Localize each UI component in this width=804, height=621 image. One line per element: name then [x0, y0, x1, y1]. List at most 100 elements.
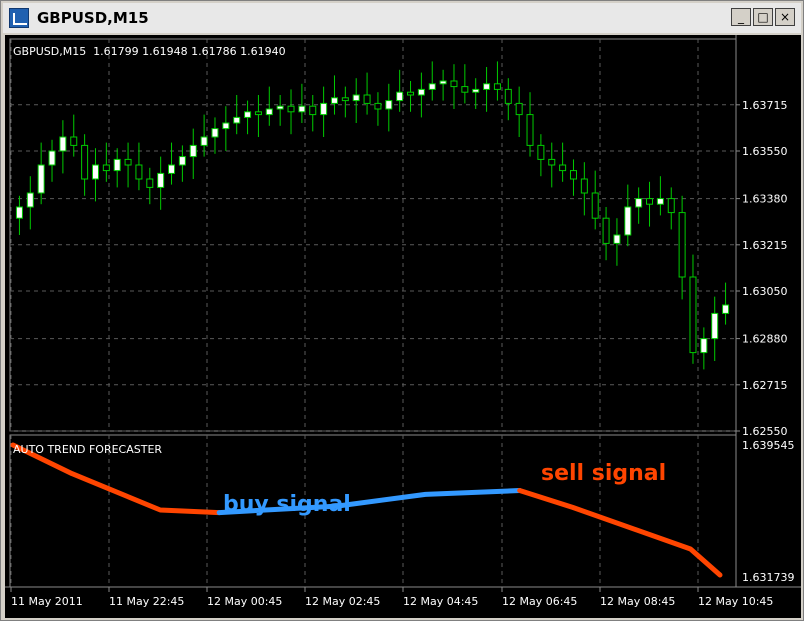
candle-body — [559, 164, 567, 172]
candle-body — [407, 91, 415, 96]
candle-body — [678, 212, 686, 278]
candle-body — [537, 144, 545, 160]
candle-body — [233, 116, 241, 124]
indicator-tick-label: 1.631739 — [742, 571, 795, 584]
chart-canvas[interactable]: 1.63715 1.63550 1.63380 1.63215 1.63050 1.628… — [5, 35, 801, 618]
candle-body — [472, 88, 480, 93]
candle-body — [580, 178, 588, 194]
candle-body — [602, 217, 610, 244]
candle-body — [396, 91, 404, 102]
candle-body — [689, 276, 697, 354]
candle-body — [330, 97, 338, 104]
time-tick-label: 12 May 06:45 — [502, 595, 577, 608]
candle-body — [254, 111, 262, 116]
candle-body — [48, 150, 56, 166]
sell-signal-label: sell signal — [541, 461, 666, 486]
candle-body — [59, 136, 67, 152]
candle-body — [15, 206, 23, 219]
candle-body — [222, 122, 230, 130]
window-titlebar[interactable]: GBPUSD,M15 _ □ × — [3, 3, 801, 33]
candle-body — [70, 136, 78, 146]
candle-body — [646, 198, 654, 205]
time-tick-label: 12 May 04:45 — [403, 595, 478, 608]
buy-signal-label: buy signal — [223, 492, 351, 517]
price-tick-label: 1.62880 — [742, 333, 788, 346]
forecaster-line-buy — [216, 488, 523, 516]
candle-body — [124, 158, 132, 166]
candle-body — [26, 192, 34, 208]
time-tick-label: 12 May 00:45 — [207, 595, 282, 608]
candle-body — [613, 234, 621, 244]
candle-body — [102, 164, 110, 172]
candle-body — [635, 198, 643, 208]
candle-body — [91, 164, 99, 180]
time-tick-label: 11 May 2011 — [11, 595, 83, 608]
candle-body — [352, 94, 360, 102]
candle-body — [374, 102, 382, 110]
candle-body — [37, 164, 45, 194]
price-tick-label: 1.63380 — [742, 193, 788, 206]
indicator-tick-label: 1.639545 — [742, 439, 795, 452]
chart-window-icon — [9, 8, 29, 28]
candle-body — [722, 304, 730, 314]
candle-body — [298, 105, 306, 113]
time-tick-label: 11 May 22:45 — [109, 595, 184, 608]
candle-body — [569, 170, 577, 180]
candle-body — [385, 100, 393, 110]
window-title: GBPUSD,M15 — [37, 9, 149, 27]
candle-body — [711, 312, 719, 340]
candle-body — [157, 172, 165, 188]
candle-body — [526, 114, 534, 146]
candle-body — [548, 158, 556, 166]
candle-body — [667, 198, 675, 214]
candle-body — [341, 97, 349, 102]
time-tick-label: 12 May 10:45 — [698, 595, 773, 608]
candle-body — [450, 80, 458, 88]
chart-area[interactable]: 1.63715 1.63550 1.63380 1.63215 1.63050 1.628… — [5, 35, 801, 618]
candle-body — [363, 94, 371, 104]
candle-body — [700, 338, 708, 354]
candle-body — [113, 158, 121, 172]
maximize-button[interactable]: □ — [753, 8, 773, 26]
forecaster-line-sell — [517, 488, 723, 578]
candle-body — [178, 156, 186, 166]
candle-body — [624, 206, 632, 236]
candle-body — [504, 88, 512, 104]
candle-body — [81, 144, 89, 180]
candle-body — [265, 108, 273, 116]
chart-header: GBPUSD,M15 1.61799 1.61948 1.61786 1.619… — [13, 45, 286, 58]
price-tick-label: 1.63715 — [742, 99, 788, 112]
price-tick-label: 1.63550 — [742, 145, 788, 158]
candle-body — [135, 164, 143, 180]
indicator-header: AUTO TREND FORECASTER — [13, 443, 163, 456]
time-tick-label: 12 May 02:45 — [305, 595, 380, 608]
close-button[interactable]: × — [775, 8, 795, 26]
candle-body — [428, 83, 436, 90]
candle-body — [320, 102, 328, 116]
candle-body — [276, 105, 284, 110]
candle-body — [461, 86, 469, 93]
candle-body — [591, 192, 599, 219]
candle-body — [244, 111, 252, 118]
candle-body — [515, 102, 523, 116]
price-tick-label: 1.63050 — [742, 285, 788, 298]
candle-body — [168, 164, 176, 174]
time-tick-label: 12 May 08:45 — [600, 595, 675, 608]
candle-body — [146, 178, 154, 188]
indicator-panel-border — [9, 434, 737, 588]
forecaster-line-sell — [10, 442, 222, 516]
candle-body — [309, 105, 317, 116]
candle-body — [200, 136, 208, 146]
price-tick-label: 1.63215 — [742, 239, 788, 252]
price-tick-label: 1.62715 — [742, 379, 788, 392]
price-tick-label: 1.62550 — [742, 425, 788, 438]
candle-body — [211, 128, 219, 138]
candle-body — [656, 198, 664, 205]
candle-body — [493, 83, 501, 90]
candle-body — [483, 83, 491, 90]
candle-body — [189, 144, 197, 158]
candle-body — [417, 88, 425, 96]
candle-body — [287, 105, 295, 113]
minimize-button[interactable]: _ — [731, 8, 751, 26]
